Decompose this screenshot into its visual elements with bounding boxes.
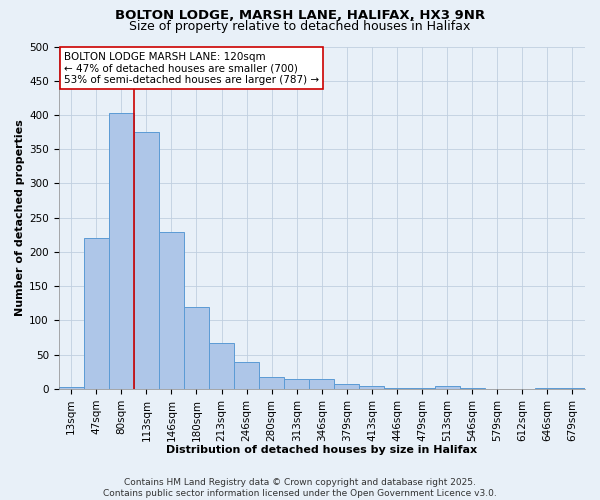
Bar	[434, 386, 460, 389]
Bar	[109, 113, 134, 389]
Text: Contains HM Land Registry data © Crown copyright and database right 2025.
Contai: Contains HM Land Registry data © Crown c…	[103, 478, 497, 498]
Text: BOLTON LODGE, MARSH LANE, HALIFAX, HX3 9NR: BOLTON LODGE, MARSH LANE, HALIFAX, HX3 9…	[115, 9, 485, 22]
Bar	[334, 384, 359, 389]
Bar	[309, 378, 334, 389]
Bar	[159, 232, 184, 389]
Bar	[284, 378, 309, 389]
Bar	[259, 378, 284, 389]
Bar	[385, 388, 410, 389]
Text: Size of property relative to detached houses in Halifax: Size of property relative to detached ho…	[130, 20, 470, 33]
X-axis label: Distribution of detached houses by size in Halifax: Distribution of detached houses by size …	[166, 445, 478, 455]
Bar	[359, 386, 385, 389]
Bar	[535, 388, 560, 389]
Text: BOLTON LODGE MARSH LANE: 120sqm
← 47% of detached houses are smaller (700)
53% o: BOLTON LODGE MARSH LANE: 120sqm ← 47% of…	[64, 52, 319, 85]
Bar	[410, 388, 434, 389]
Bar	[234, 362, 259, 389]
Bar	[560, 388, 585, 389]
Bar	[184, 307, 209, 389]
Bar	[460, 388, 485, 389]
Y-axis label: Number of detached properties: Number of detached properties	[15, 120, 25, 316]
Bar	[59, 387, 84, 389]
Bar	[209, 343, 234, 389]
Bar	[134, 132, 159, 389]
Bar	[84, 238, 109, 389]
